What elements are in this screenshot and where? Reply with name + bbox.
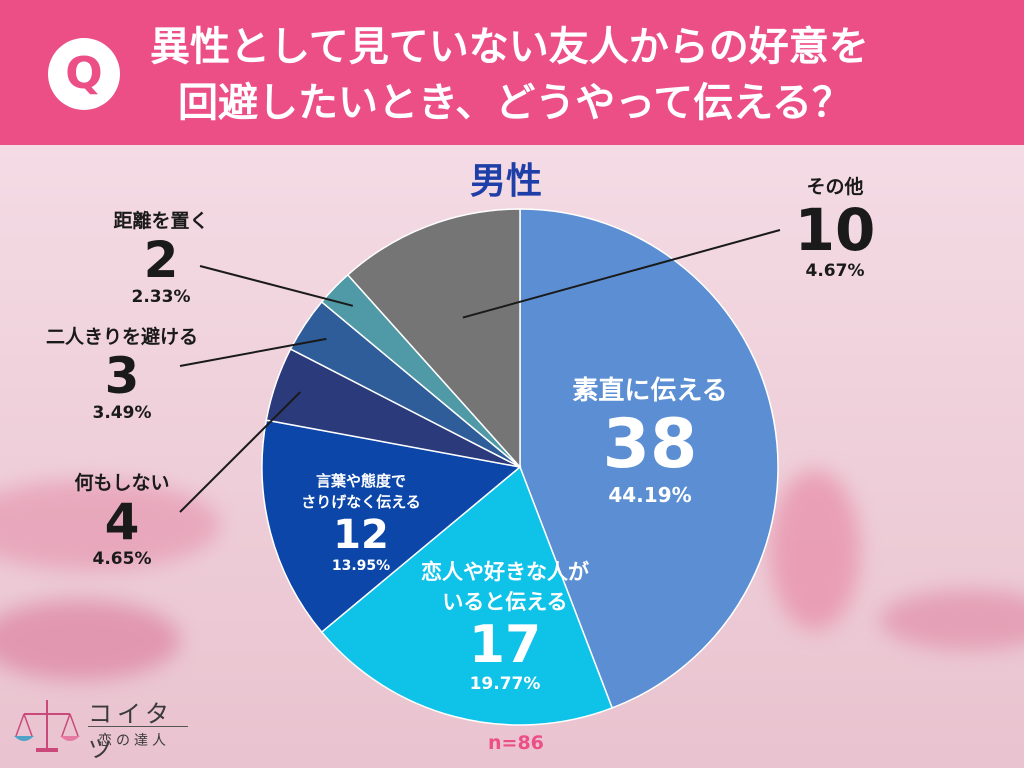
leader-nanimo (179, 391, 301, 513)
label-nanimo: 何もしない 4 4.65% (52, 468, 192, 569)
question-line-1: 異性として見ていない友人からの好意を (150, 24, 869, 70)
label-sunao: 素直に伝える 38 44.19% (540, 370, 760, 507)
label-futarikiri: 二人きりを避ける 3 3.49% (22, 322, 222, 423)
label-kotoba-name-2: さりげなく伝える (301, 493, 421, 511)
slice-kotoba (261, 419, 522, 634)
brand-tagline: 恋の達人 (98, 733, 170, 749)
scale-icon (14, 700, 80, 752)
label-futarikiri-percent: 3.49% (92, 403, 152, 423)
label-sunao-count: 38 (602, 405, 698, 484)
question-line-2: 回避したいとき、どうやって伝える？ (178, 80, 852, 126)
label-sonota-count: 10 (794, 196, 876, 264)
brand-divider (88, 726, 188, 727)
question-header: Q 異性として見ていない友人からの好意を 回避したいとき、どうやって伝える？ (0, 0, 1024, 145)
slice-sonota (346, 208, 521, 469)
label-nanimo-percent: 4.65% (92, 549, 152, 569)
label-sunao-name: 素直に伝える (572, 376, 728, 406)
slice-koibito (320, 465, 614, 726)
label-koibito-name-1: 恋人や好きな人が (421, 560, 589, 584)
chart-title: 男性 (470, 161, 543, 202)
label-sonota-percent: 4.67% (805, 261, 865, 281)
label-kyori-count: 2 (143, 231, 179, 289)
label-koibito-name-2: いると伝える (442, 590, 568, 614)
label-kotoba-count: 12 (333, 512, 389, 558)
label-koibito-percent: 19.77% (469, 674, 541, 694)
leader-sonota (462, 229, 781, 319)
label-kyori: 距離を置く 2 2.33% (96, 206, 226, 307)
label-koibito-count: 17 (468, 615, 542, 675)
leader-futarikiri (179, 337, 327, 367)
label-sunao-percent: 44.19% (608, 483, 692, 507)
leader-kyori (199, 265, 354, 307)
label-koibito: 恋人や好きな人が いると伝える 17 19.77% (390, 556, 620, 694)
sample-size: n=86 (488, 732, 544, 754)
label-kotoba-name-1: 言葉や態度で (315, 472, 406, 490)
label-futarikiri-count: 3 (104, 347, 140, 405)
slice-sunao (519, 208, 779, 709)
label-futarikiri-name: 二人きりを避ける (45, 326, 198, 348)
label-kyori-percent: 2.33% (131, 287, 191, 307)
label-kyori-name: 距離を置く (113, 210, 209, 232)
label-nanimo-name: 何もしない (74, 472, 170, 494)
brand-name: コイタツ (88, 700, 175, 763)
label-sonota: その他 10 4.67% (780, 172, 890, 281)
brand-logo: コイタツ 恋の達人 (12, 692, 202, 763)
label-nanimo-count: 4 (104, 493, 140, 551)
label-kotoba: 言葉や態度で さりげなく伝える 12 13.95% (276, 470, 446, 574)
label-kotoba-percent: 13.95% (331, 558, 391, 574)
label-sonota-name: その他 (806, 176, 864, 198)
q-badge: Q (48, 38, 120, 110)
